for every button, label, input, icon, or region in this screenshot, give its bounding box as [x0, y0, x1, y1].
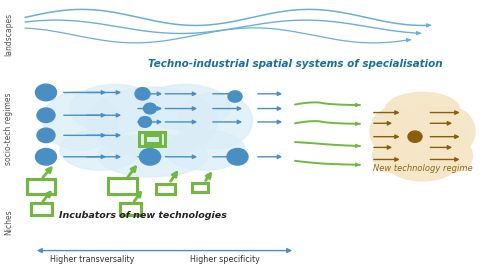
Bar — [156, 184, 174, 194]
Bar — [192, 183, 208, 192]
Ellipse shape — [140, 148, 160, 165]
Text: landscapes: landscapes — [4, 13, 14, 56]
Bar — [120, 203, 141, 215]
Text: socio-tech regimes: socio-tech regimes — [4, 92, 14, 165]
Text: New technology regime: New technology regime — [372, 164, 472, 173]
Bar — [108, 178, 137, 194]
Ellipse shape — [36, 148, 56, 165]
Ellipse shape — [140, 84, 230, 130]
Ellipse shape — [372, 138, 418, 173]
Ellipse shape — [36, 84, 56, 101]
Text: Techno-industrial spatial systems of specialisation: Techno-industrial spatial systems of spe… — [148, 59, 442, 69]
Ellipse shape — [60, 130, 140, 170]
Ellipse shape — [428, 138, 472, 173]
Bar — [28, 179, 55, 193]
Bar — [140, 132, 166, 146]
Ellipse shape — [425, 107, 475, 155]
Text: Niches: Niches — [4, 210, 14, 235]
Ellipse shape — [388, 146, 458, 181]
Text: Incubators of new technologies: Incubators of new technologies — [58, 211, 226, 220]
Text: Higher transversality: Higher transversality — [50, 255, 134, 265]
Ellipse shape — [135, 88, 150, 100]
Text: Higher specificity: Higher specificity — [190, 255, 260, 265]
Ellipse shape — [42, 91, 117, 150]
Ellipse shape — [228, 91, 242, 102]
Ellipse shape — [379, 105, 466, 169]
Ellipse shape — [88, 87, 218, 157]
Bar — [145, 135, 160, 143]
Ellipse shape — [144, 103, 156, 114]
Ellipse shape — [370, 107, 420, 155]
Ellipse shape — [178, 92, 252, 149]
Ellipse shape — [98, 134, 208, 177]
Ellipse shape — [385, 92, 460, 127]
Ellipse shape — [70, 84, 160, 133]
Ellipse shape — [138, 117, 151, 127]
Ellipse shape — [165, 130, 245, 170]
Ellipse shape — [408, 131, 422, 142]
Ellipse shape — [37, 128, 55, 143]
Ellipse shape — [37, 108, 55, 122]
Bar — [30, 203, 52, 215]
Ellipse shape — [227, 148, 248, 165]
